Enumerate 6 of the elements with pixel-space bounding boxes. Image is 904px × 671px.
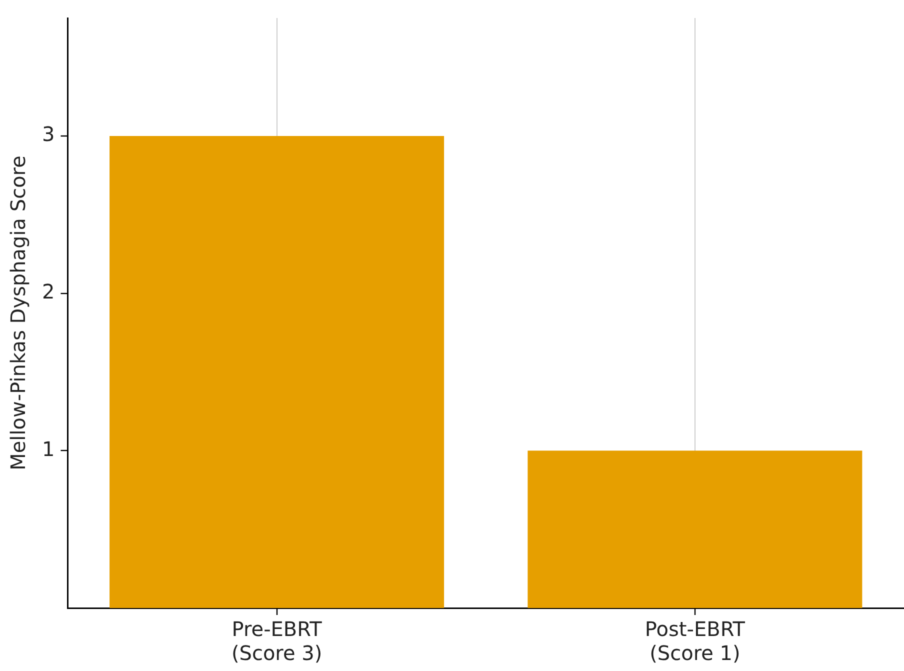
y-tick-label: 3 <box>42 122 55 146</box>
x-tick-label: Post-EBRT (Score 1) <box>644 617 746 666</box>
y-tick-label: 2 <box>42 280 55 304</box>
y-axis-title: Mellow-Pinkas Dysphagia Score <box>6 156 30 470</box>
x-tick-label: Pre-EBRT (Score 3) <box>231 617 323 666</box>
y-tick-label: 1 <box>42 436 55 461</box>
